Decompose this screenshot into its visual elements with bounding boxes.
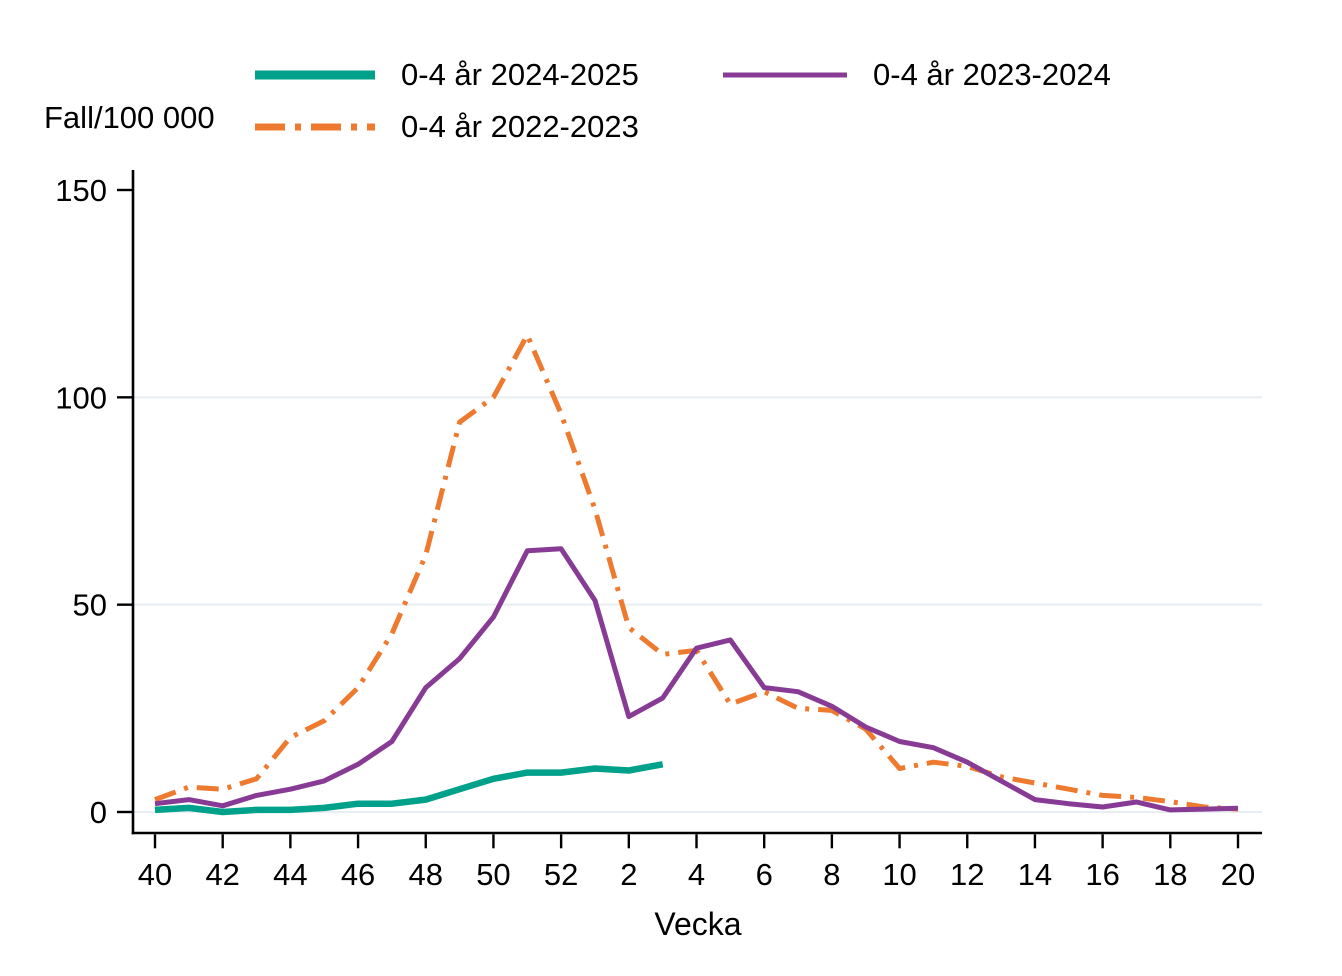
svg-text:6: 6 xyxy=(756,857,773,892)
svg-text:14: 14 xyxy=(1018,857,1052,892)
svg-text:150: 150 xyxy=(55,173,107,208)
svg-text:4: 4 xyxy=(688,857,705,892)
svg-text:44: 44 xyxy=(273,857,307,892)
svg-text:20: 20 xyxy=(1221,857,1255,892)
legend-label-2022-2023: 0-4 år 2022-2023 xyxy=(401,109,639,144)
svg-text:12: 12 xyxy=(950,857,984,892)
svg-text:42: 42 xyxy=(205,857,239,892)
legend-label-2023-2024: 0-4 år 2023-2024 xyxy=(873,57,1111,92)
legend-item-2024-2025: 0-4 år 2024-2025 xyxy=(253,57,639,92)
legend-label-2024-2025: 0-4 år 2024-2025 xyxy=(401,57,639,92)
legend-swatch-2024-2025-icon xyxy=(255,70,375,80)
legend-item-2023-2024: 0-4 år 2023-2024 xyxy=(721,57,1111,92)
svg-text:10: 10 xyxy=(882,857,916,892)
svg-text:0: 0 xyxy=(90,795,107,830)
legend-swatch-2022-2023-icon xyxy=(255,123,375,131)
x-axis-title: Vecka xyxy=(654,906,742,942)
svg-text:2: 2 xyxy=(620,857,637,892)
legend: 0-4 år 2024-2025 0-4 år 2023-2024 0-4 år… xyxy=(0,0,1342,160)
svg-text:40: 40 xyxy=(138,857,172,892)
svg-text:50: 50 xyxy=(476,857,510,892)
svg-text:46: 46 xyxy=(341,857,375,892)
svg-text:16: 16 xyxy=(1085,857,1119,892)
svg-text:48: 48 xyxy=(409,857,443,892)
legend-swatch-2023-2024-icon xyxy=(723,72,847,78)
legend-item-2022-2023: 0-4 år 2022-2023 xyxy=(253,109,639,144)
svg-text:52: 52 xyxy=(544,857,578,892)
svg-text:18: 18 xyxy=(1153,857,1187,892)
svg-text:100: 100 xyxy=(55,380,107,415)
svg-text:50: 50 xyxy=(73,588,107,623)
y-axis-title: Fall/100 000 xyxy=(44,100,215,135)
svg-text:8: 8 xyxy=(823,857,840,892)
